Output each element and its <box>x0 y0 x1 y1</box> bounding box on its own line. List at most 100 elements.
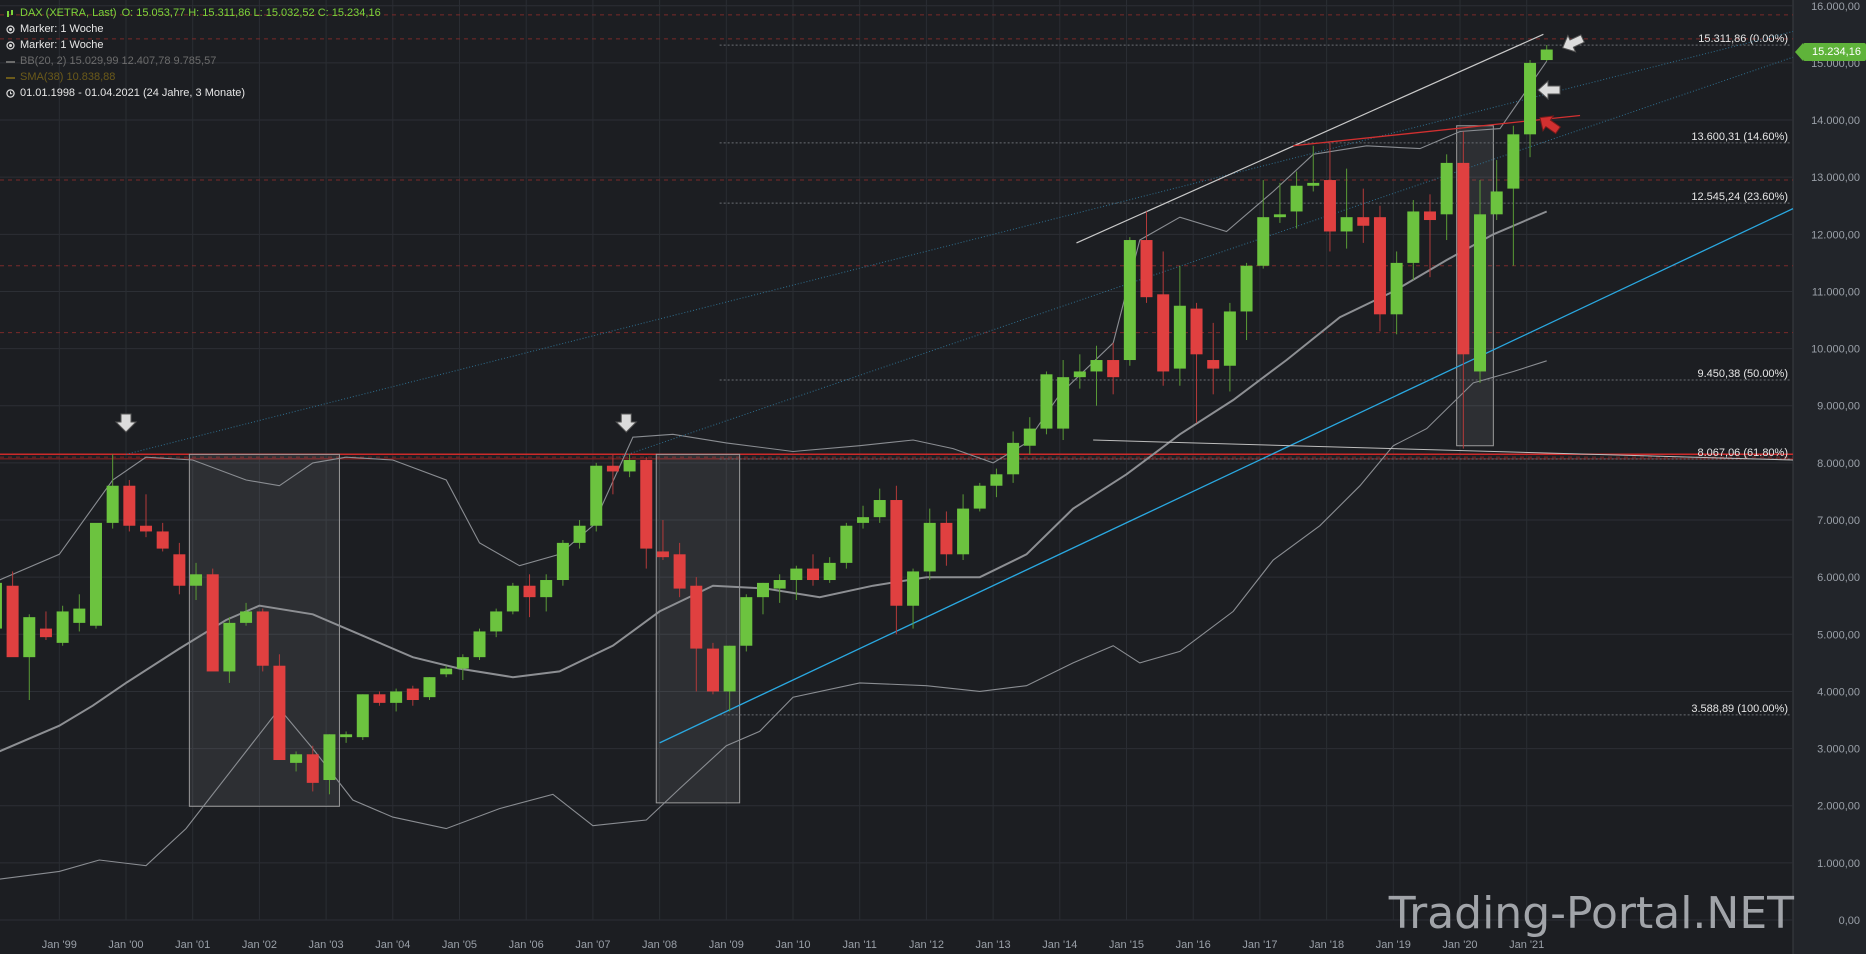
candle-body <box>373 694 386 703</box>
candle-body <box>756 582 769 598</box>
x-tick-label: Jan '18 <box>1309 939 1344 951</box>
candle-body <box>156 531 169 549</box>
candle-body <box>206 574 219 672</box>
candle-body <box>273 665 286 761</box>
candle-body <box>1090 360 1103 372</box>
y-axis-pane <box>1793 0 1866 954</box>
x-tick-label: Jan '03 <box>309 939 344 951</box>
candle <box>1423 194 1436 278</box>
candle <box>373 691 386 706</box>
candle-body <box>39 628 52 638</box>
candle <box>1107 342 1120 395</box>
x-tick-label: Jan '11 <box>843 939 877 951</box>
candle-body <box>23 617 36 658</box>
upper-channel-line <box>1076 33 1544 244</box>
x-tick-label: Jan '17 <box>1242 939 1277 951</box>
candle-body <box>1240 265 1253 312</box>
legend-symbol-row[interactable]: DAX (XETRA, Last) O: 15.053,77 H: 15.311… <box>6 5 381 21</box>
candle-body <box>1123 240 1136 361</box>
candle <box>1157 251 1170 386</box>
candle-body <box>1057 377 1070 429</box>
candle-body <box>523 585 536 598</box>
legend-marker-row-2[interactable]: Marker: 1 Woche <box>6 37 381 53</box>
candle <box>73 594 86 632</box>
candle-body <box>1223 311 1236 366</box>
candle <box>0 582 2 629</box>
legend-marker-1: Marker: 1 Woche <box>20 23 104 35</box>
candle-body <box>1190 308 1203 355</box>
candle <box>56 605 69 646</box>
x-tick-label: Jan '02 <box>242 939 277 951</box>
candle <box>540 574 553 612</box>
candle <box>406 685 419 706</box>
sma-line-icon <box>6 76 15 79</box>
candle-body <box>1157 294 1170 372</box>
candle <box>256 608 269 672</box>
candle <box>440 665 453 678</box>
legend-range-row[interactable]: 01.01.1998 - 01.04.2021 (24 Jahre, 3 Mon… <box>6 85 381 101</box>
y-tick-label: 10.000,00 <box>1811 344 1860 356</box>
candle-body <box>473 631 486 658</box>
candle <box>1207 322 1220 395</box>
candle <box>1140 211 1153 303</box>
candle-body <box>1107 360 1120 378</box>
candle <box>840 522 853 569</box>
candle <box>1340 168 1353 249</box>
candle-body <box>540 580 553 598</box>
candle <box>290 751 303 772</box>
candle <box>190 562 203 601</box>
candle-body <box>1474 214 1487 372</box>
legend-bb-row[interactable]: BB(20, 2) 15.029,99 12.407,78 9.785,57 <box>6 53 381 69</box>
candle-body <box>1457 162 1470 355</box>
candle-body <box>6 585 19 658</box>
legend-sma-row[interactable]: SMA(38) 10.838,88 <box>6 69 381 85</box>
candle <box>1474 180 1487 383</box>
candle <box>656 520 669 561</box>
candle <box>223 617 236 683</box>
candle-body <box>590 465 603 526</box>
x-tick-label: Jan '08 <box>642 939 677 951</box>
candle <box>1257 180 1270 269</box>
candle-body <box>506 585 519 612</box>
candle <box>1307 145 1320 192</box>
y-tick-label: 8.000,00 <box>1817 458 1860 470</box>
candle <box>1507 125 1520 266</box>
candle <box>1524 60 1537 158</box>
candle-body <box>640 460 653 549</box>
candle-body <box>1373 217 1386 315</box>
candle <box>89 522 102 629</box>
candle-body <box>1257 217 1270 266</box>
candle <box>340 731 353 743</box>
candle <box>1407 200 1420 281</box>
candle <box>890 485 903 635</box>
candle <box>1290 171 1303 229</box>
candle-body <box>823 562 836 581</box>
candle <box>323 734 336 795</box>
marker-left-arrow <box>1537 79 1561 101</box>
legend-marker-row-1[interactable]: Marker: 1 Woche <box>6 21 381 37</box>
candle <box>573 520 586 549</box>
bollinger-lower-band <box>0 360 1547 880</box>
candle-body <box>290 754 303 763</box>
candle <box>723 645 736 712</box>
candle <box>423 677 436 701</box>
candle <box>490 608 503 638</box>
y-tick-label: 6.000,00 <box>1817 572 1860 584</box>
x-tick-label: Jan '09 <box>709 939 744 951</box>
candle-body <box>1073 371 1086 378</box>
candle <box>6 571 19 658</box>
candle <box>1323 142 1336 252</box>
candle <box>590 462 603 532</box>
legend: DAX (XETRA, Last) O: 15.053,77 H: 15.311… <box>6 5 381 101</box>
candle-body <box>606 465 619 472</box>
candle <box>1040 371 1053 435</box>
candle-body <box>623 460 636 472</box>
candle <box>1123 237 1136 366</box>
candle <box>1073 354 1086 389</box>
candle-body <box>1490 191 1503 215</box>
candle <box>1190 302 1203 423</box>
candle-body <box>123 485 136 526</box>
candle <box>940 511 953 566</box>
candle-body <box>1290 185 1303 212</box>
